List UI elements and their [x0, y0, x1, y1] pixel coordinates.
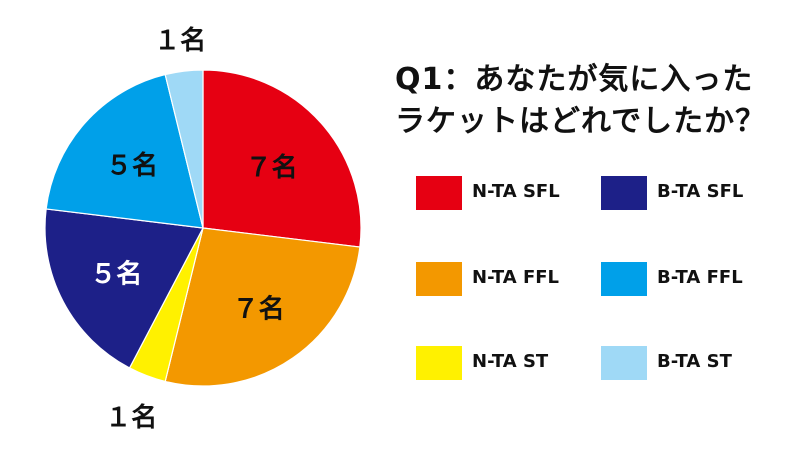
legend-label: B-TA ST: [657, 351, 732, 372]
pie-slice-b-ta-sfl: [44, 208, 204, 369]
legend-swatch: [416, 262, 462, 296]
slice-label-n-ta-sfl: ７名: [246, 152, 298, 183]
legend-swatch: [601, 262, 647, 296]
slice-label-n-ta-st: １名: [105, 402, 157, 433]
chart-title-line-2: ラケットはどれでしたか？: [395, 104, 767, 139]
legend-swatch: [601, 346, 647, 380]
pie-slice-n-ta-ffl: [164, 227, 361, 387]
pie-slice-b-ta-ffl: [45, 73, 204, 229]
legend-swatch: [416, 346, 462, 380]
chart-title-line-1: Q1：あなたが気に入った: [395, 62, 754, 97]
pie-slice-b-ta-st: [164, 69, 204, 229]
slice-label-b-ta-sfl: ５名: [90, 259, 142, 290]
slice-label-n-ta-ffl: ７名: [233, 294, 285, 325]
legend-label: N-TA FFL: [472, 267, 560, 288]
legend-label: B-TA SFL: [657, 181, 744, 202]
legend-swatch: [416, 176, 462, 210]
legend-label: B-TA FFL: [657, 267, 743, 288]
pie-slice-n-ta-sfl: [202, 69, 362, 248]
legend-label: N-TA SFL: [472, 181, 560, 202]
legend-label: N-TA ST: [472, 351, 549, 372]
slice-label-b-ta-ffl: ５名: [106, 150, 158, 181]
legend-swatch: [601, 176, 647, 210]
slice-label-b-ta-st: １名: [154, 25, 206, 56]
